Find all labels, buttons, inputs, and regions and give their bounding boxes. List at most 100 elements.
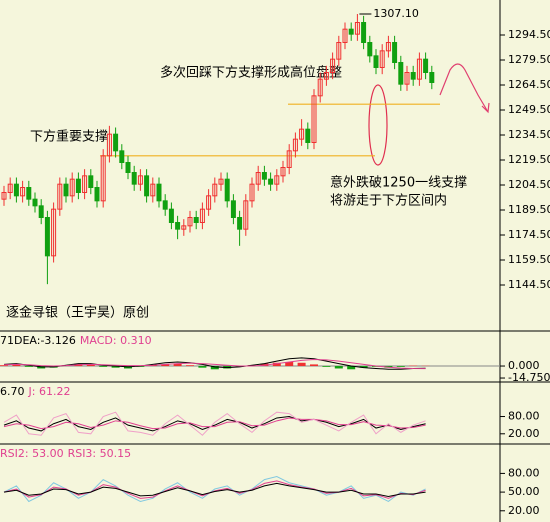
macd-bar <box>285 361 294 367</box>
candle-body <box>26 187 32 200</box>
candle-body <box>261 172 267 180</box>
candle-body <box>274 175 280 185</box>
candle-body <box>249 183 255 202</box>
candle-body <box>292 138 298 152</box>
candle-body <box>137 175 143 185</box>
candle-body <box>1 192 7 200</box>
indicator-label: 71DEA:-3.126 <box>0 334 76 347</box>
macd-bar <box>347 366 356 370</box>
macd-bar <box>24 366 33 367</box>
candle-body <box>199 208 205 224</box>
highlight-ellipse <box>368 84 388 166</box>
candle-body <box>243 200 249 230</box>
candle-body <box>187 217 193 227</box>
macd-bar <box>161 364 170 367</box>
indicator-label: RSI3: 50.15 <box>68 447 132 460</box>
annotation: 逐金寻银（王宇昊）原创 <box>6 305 149 321</box>
candle-body <box>119 150 125 163</box>
candle-body <box>330 58 336 74</box>
candle-body <box>385 42 391 52</box>
candle-body <box>392 42 398 63</box>
candle-body <box>311 95 317 144</box>
candle-body <box>361 22 367 43</box>
candle-body <box>57 183 63 210</box>
candle-body <box>38 205 44 218</box>
candle-body <box>354 22 360 35</box>
candle-body <box>237 217 243 230</box>
candle-body <box>168 208 174 224</box>
indicator-label: J: 61.22 <box>28 385 71 398</box>
indicator-line <box>3 416 426 432</box>
macd-bar <box>111 366 120 368</box>
macd-bar <box>173 363 182 367</box>
candle-body <box>212 183 218 197</box>
indicator-line <box>3 475 426 503</box>
y-tick-label: 80.00 <box>508 466 540 479</box>
candle-body <box>255 172 261 185</box>
candle-body <box>398 62 404 85</box>
annotation: 多次回踩下方支撑形成高位盘整 <box>160 65 342 81</box>
candle-body <box>63 183 69 197</box>
candle-body <box>423 58 429 74</box>
macd-bar <box>210 366 219 370</box>
macd-bar <box>99 366 108 367</box>
candle-body <box>323 72 329 80</box>
peak-label: 1307.10 <box>373 7 419 20</box>
y-tick-label: 1144.50 <box>508 278 550 291</box>
y-tick-label: 1159.50 <box>508 253 550 266</box>
candle-body <box>32 198 38 207</box>
annotation: 下方重要支撑 <box>30 129 108 145</box>
y-tick-label: 0.000 <box>508 359 540 372</box>
candle-body <box>100 155 106 202</box>
indicator-line <box>3 411 426 436</box>
macd-bar <box>186 365 194 367</box>
indicator-label: 6.70 <box>0 385 25 398</box>
candle-body <box>342 28 348 43</box>
candle-body <box>175 222 181 230</box>
candle-body <box>410 72 416 80</box>
y-tick-label: 1204.50 <box>508 178 550 191</box>
macd-bar <box>359 366 368 368</box>
candle-body <box>305 128 311 144</box>
macd-bar <box>322 366 331 367</box>
y-tick-label: 1264.50 <box>508 78 550 91</box>
y-tick-label: 1189.50 <box>508 203 550 216</box>
candle-body <box>286 150 292 168</box>
annotation: 意外跌破1250一线支撑 <box>330 175 467 191</box>
candle-body <box>193 217 199 223</box>
candle-body <box>125 162 131 173</box>
macd-bar <box>297 362 306 367</box>
y-tick-label: 1234.50 <box>508 128 550 141</box>
indicator-line <box>3 417 426 430</box>
macd-bar <box>272 362 281 367</box>
candle-body <box>69 178 75 197</box>
y-tick-label: 20.00 <box>508 504 540 517</box>
macd-bar <box>396 366 405 367</box>
macd-bar <box>198 366 207 368</box>
y-tick-label: 1294.50 <box>508 28 550 41</box>
candle-body <box>75 178 81 194</box>
candle-body <box>88 175 94 188</box>
y-tick-label: 1174.50 <box>508 228 550 241</box>
candle-body <box>150 183 156 197</box>
candle-body <box>144 175 150 197</box>
candle-body <box>113 133 119 152</box>
candle-body <box>131 172 137 185</box>
candle-body <box>373 55 379 68</box>
y-tick-label: 50.00 <box>508 485 540 498</box>
candle-body <box>82 175 88 193</box>
macd-bar <box>334 366 343 369</box>
candle-body <box>379 50 385 68</box>
candle-body <box>416 58 422 80</box>
y-tick-label: 20.00 <box>508 427 540 440</box>
candle-body <box>106 133 112 157</box>
indicator-line <box>3 357 426 370</box>
candle-body <box>20 187 26 197</box>
candle-body <box>268 178 274 185</box>
candle-body <box>206 195 212 210</box>
candle-body <box>156 183 162 202</box>
indicator-label: RSI2: 53.00 <box>0 447 64 460</box>
y-tick-label: 1219.50 <box>508 153 550 166</box>
